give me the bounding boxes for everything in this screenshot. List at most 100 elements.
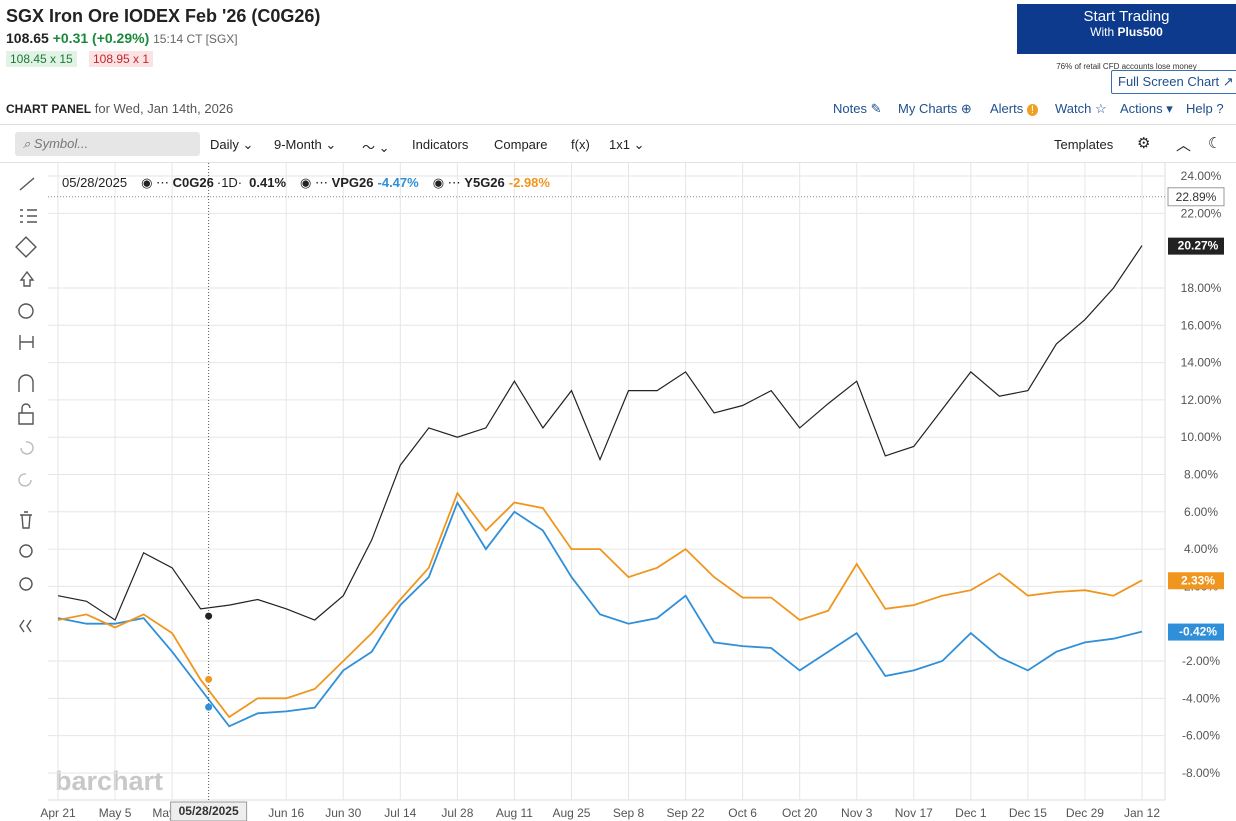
settings-icon[interactable]: ⚙ [1137,135,1151,152]
tool-zoom-in[interactable] [19,544,33,558]
grid: -8.00%-6.00%-4.00%-2.00%2.00%4.00%6.00%8… [40,163,1222,820]
hover-dot [205,675,213,683]
x-tick-label: Jun 30 [325,806,361,820]
legend-value: -4.47% [377,175,419,190]
legend-value: -2.98% [508,175,550,190]
ad-with: With [1090,25,1115,39]
x-tick-label: Jul 14 [384,806,416,820]
title: SGX Iron Ore IODEX Feb '26 (C0G26) [6,6,321,26]
x-tick-label: Aug 25 [552,806,590,820]
quote: 108.65 +0.31 (+0.29%) 15:14 CT [SGX] [6,30,238,46]
toolbar-item[interactable]: f(x) [571,137,590,152]
x-tick-label: May 5 [99,806,132,820]
toolbar-item[interactable]: Compare [494,137,548,152]
x-tick-label: Dec 29 [1066,806,1104,820]
tool-redo[interactable] [18,473,32,487]
x-tick-label: Jul 28 [441,806,473,820]
nav-help[interactable]: Help ? [1186,101,1224,116]
nav-watch[interactable]: Watch ☆ [1055,101,1107,116]
legend-eye: ◉ ⋯ [432,175,465,190]
tool-magnet[interactable] [18,374,34,392]
range-select[interactable]: 9-Month ⌄ [274,137,337,152]
templates[interactable]: Templates [1054,137,1114,152]
drawing-tools [15,177,37,633]
full-screen-button[interactable]: Full Screen Chart ↗ [1111,70,1236,94]
crosshair-date: 05/28/2025 [179,804,239,818]
y-tick-label: 8.00% [1184,468,1218,482]
nav-label: Watch [1055,101,1092,116]
tool-shape[interactable] [15,236,37,258]
chart-type-select[interactable]: 〜 ⌄ [362,140,390,155]
price: 108.65 [6,30,49,46]
nav-alerts[interactable]: Alerts ! [990,101,1038,116]
change: +0.31 (+0.29%) [52,30,150,46]
y-tick-label: 6.00% [1184,505,1218,519]
tool-measure[interactable] [19,335,34,350]
tool-collapse[interactable] [19,619,32,633]
symbol-placeholder: Symbol... [33,136,89,151]
tool-undo[interactable] [20,441,34,455]
x-tick-label: Aug 11 [496,806,533,820]
tool-arrow[interactable] [19,270,35,287]
hover-dot [205,703,213,711]
symbol-search[interactable]: ⌕ Symbol... [15,132,200,156]
nav-my-charts[interactable]: My Charts ⊕ [898,101,972,116]
last-value-label: 2.33% [1181,573,1215,587]
time: 15:14 CT [SGX] [153,32,238,46]
x-tick-label: Dec 1 [955,806,987,820]
x-tick-label: Jun 16 [268,806,304,820]
ask: 108.95 x 1 [89,51,154,67]
last-value-box [1168,237,1224,255]
last-value-box [1168,623,1224,641]
tool-note[interactable] [18,303,34,319]
ad-brand: Plus500 [1117,25,1163,39]
nav-actions[interactable]: Actions ▾ [1120,101,1173,116]
legend-symbol: Y5G26 [464,175,505,190]
y-tick-label: 16.00% [1181,318,1222,332]
x-tick-label: Jan 12 [1124,806,1160,820]
divider [0,162,1236,163]
ad-disclaimer: 76% of retail CFD accounts lose money [1056,62,1197,71]
interval-label: Daily [210,137,239,152]
tool-zoom-out[interactable] [19,577,33,591]
y-tick-label: 22.00% [1181,206,1222,220]
y-tick-label: 24.00% [1181,169,1222,183]
hover-dot [205,612,213,620]
tool-fib[interactable] [20,209,37,223]
y-tick-label: -6.00% [1182,729,1220,743]
last-value-box [1168,572,1224,590]
ad-banner[interactable]: Start Trading With Plus500 76% of retail… [1017,4,1236,71]
crosshair-date-box [170,801,248,821]
collapse-icon[interactable]: ︿ [1176,137,1192,154]
y-tick-label: -4.00% [1182,691,1220,705]
layout-label: 1x1 [609,137,630,152]
y-tick-label: 18.00% [1181,281,1222,295]
toolbar-item[interactable]: Indicators [412,137,469,152]
theme-icon[interactable]: ☾ [1208,135,1222,152]
nav-label: Actions [1120,101,1163,116]
price-line [57,491,1143,719]
y-tick-label: -2.00% [1182,654,1220,668]
nav-notes[interactable]: Notes ✎ [833,101,882,116]
legend-symbol: VPG26 [331,175,374,190]
legend: 05/28/2025 ◉ ⋯ C0G26·1D· 0.41% ◉ ⋯ VPG26 -4.… [62,175,550,191]
crosshair-value-box [1167,187,1225,207]
x-tick-label: Oct 6 [728,806,757,820]
price-line [57,245,1143,621]
tool-line[interactable] [19,177,35,191]
nav-label: Notes [833,101,867,116]
watermark: barchart [55,766,163,796]
ad-title: Start Trading [1083,8,1170,25]
tool-delete[interactable] [20,511,32,529]
overlay: 22.89% 05/28/2025 20.27% -0.42% 2.33% [48,163,1225,821]
crosshair-value: 22.89% [1176,190,1217,204]
last-value-label: -0.42% [1179,625,1217,639]
layout-select[interactable]: 1x1 ⌄ [609,137,645,152]
y-tick-label: 10.00% [1181,430,1222,444]
interval-select[interactable]: Daily ⌄ [210,137,254,152]
y-tick-label: 12.00% [1181,393,1222,407]
tool-lock[interactable] [18,403,34,425]
legend-symbol: C0G26 [172,175,214,190]
